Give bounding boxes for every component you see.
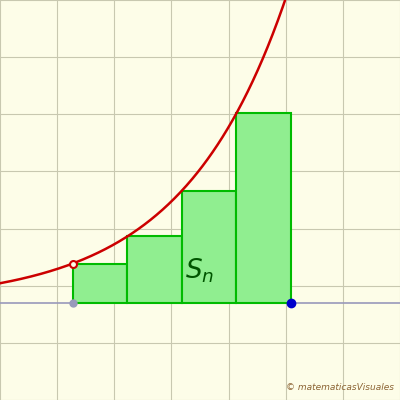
Bar xyxy=(236,114,291,303)
Text: © matematicasVisuales: © matematicasVisuales xyxy=(286,383,394,392)
Text: $S_n$: $S_n$ xyxy=(185,257,214,285)
Bar xyxy=(127,236,182,303)
Bar xyxy=(182,191,236,303)
Bar xyxy=(73,264,127,303)
